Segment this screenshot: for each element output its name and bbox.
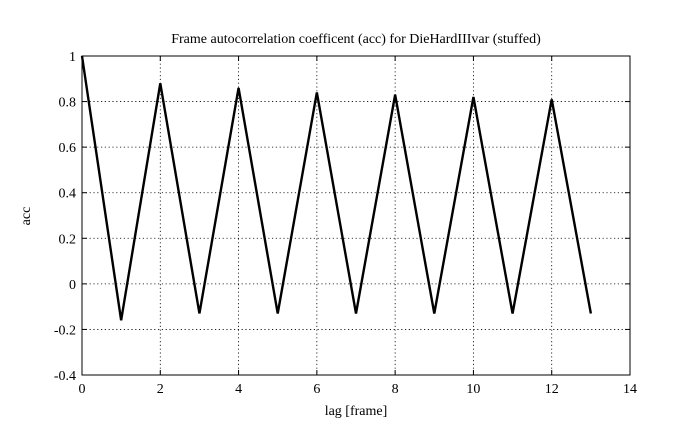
y-tick-label: 0 bbox=[69, 278, 76, 293]
x-tick-label: 10 bbox=[466, 382, 480, 397]
y-tick-label: 0.8 bbox=[59, 96, 77, 111]
series-line-0 bbox=[82, 56, 591, 320]
x-tick-label: 4 bbox=[235, 382, 242, 397]
x-tick-label: 12 bbox=[545, 382, 559, 397]
axis-ticks: 0 2 4 6 8 10 12 14 -0.4 -0.2 0 0.2 0.4 0.6 0.8 1 bbox=[54, 50, 637, 397]
y-tick-label: 0.6 bbox=[59, 141, 77, 156]
x-tick-label: 8 bbox=[392, 382, 399, 397]
x-tick-label: 0 bbox=[79, 382, 86, 397]
y-tick-label: -0.4 bbox=[54, 369, 76, 384]
x-axis-title: lag [frame] bbox=[325, 404, 388, 419]
chart-title: Frame autocorrelation coefficent (acc) f… bbox=[171, 32, 541, 47]
y-axis-title: acc bbox=[19, 207, 34, 226]
y-tick-label: 1 bbox=[69, 50, 76, 65]
x-tick-label: 14 bbox=[623, 382, 637, 397]
y-tick-label: 0.2 bbox=[59, 232, 77, 247]
x-tick-label: 6 bbox=[313, 382, 320, 397]
series-layer bbox=[82, 56, 591, 321]
y-tick-label: -0.2 bbox=[54, 323, 76, 338]
y-tick-label: 0.4 bbox=[59, 187, 77, 202]
x-tick-label: 2 bbox=[157, 382, 164, 397]
